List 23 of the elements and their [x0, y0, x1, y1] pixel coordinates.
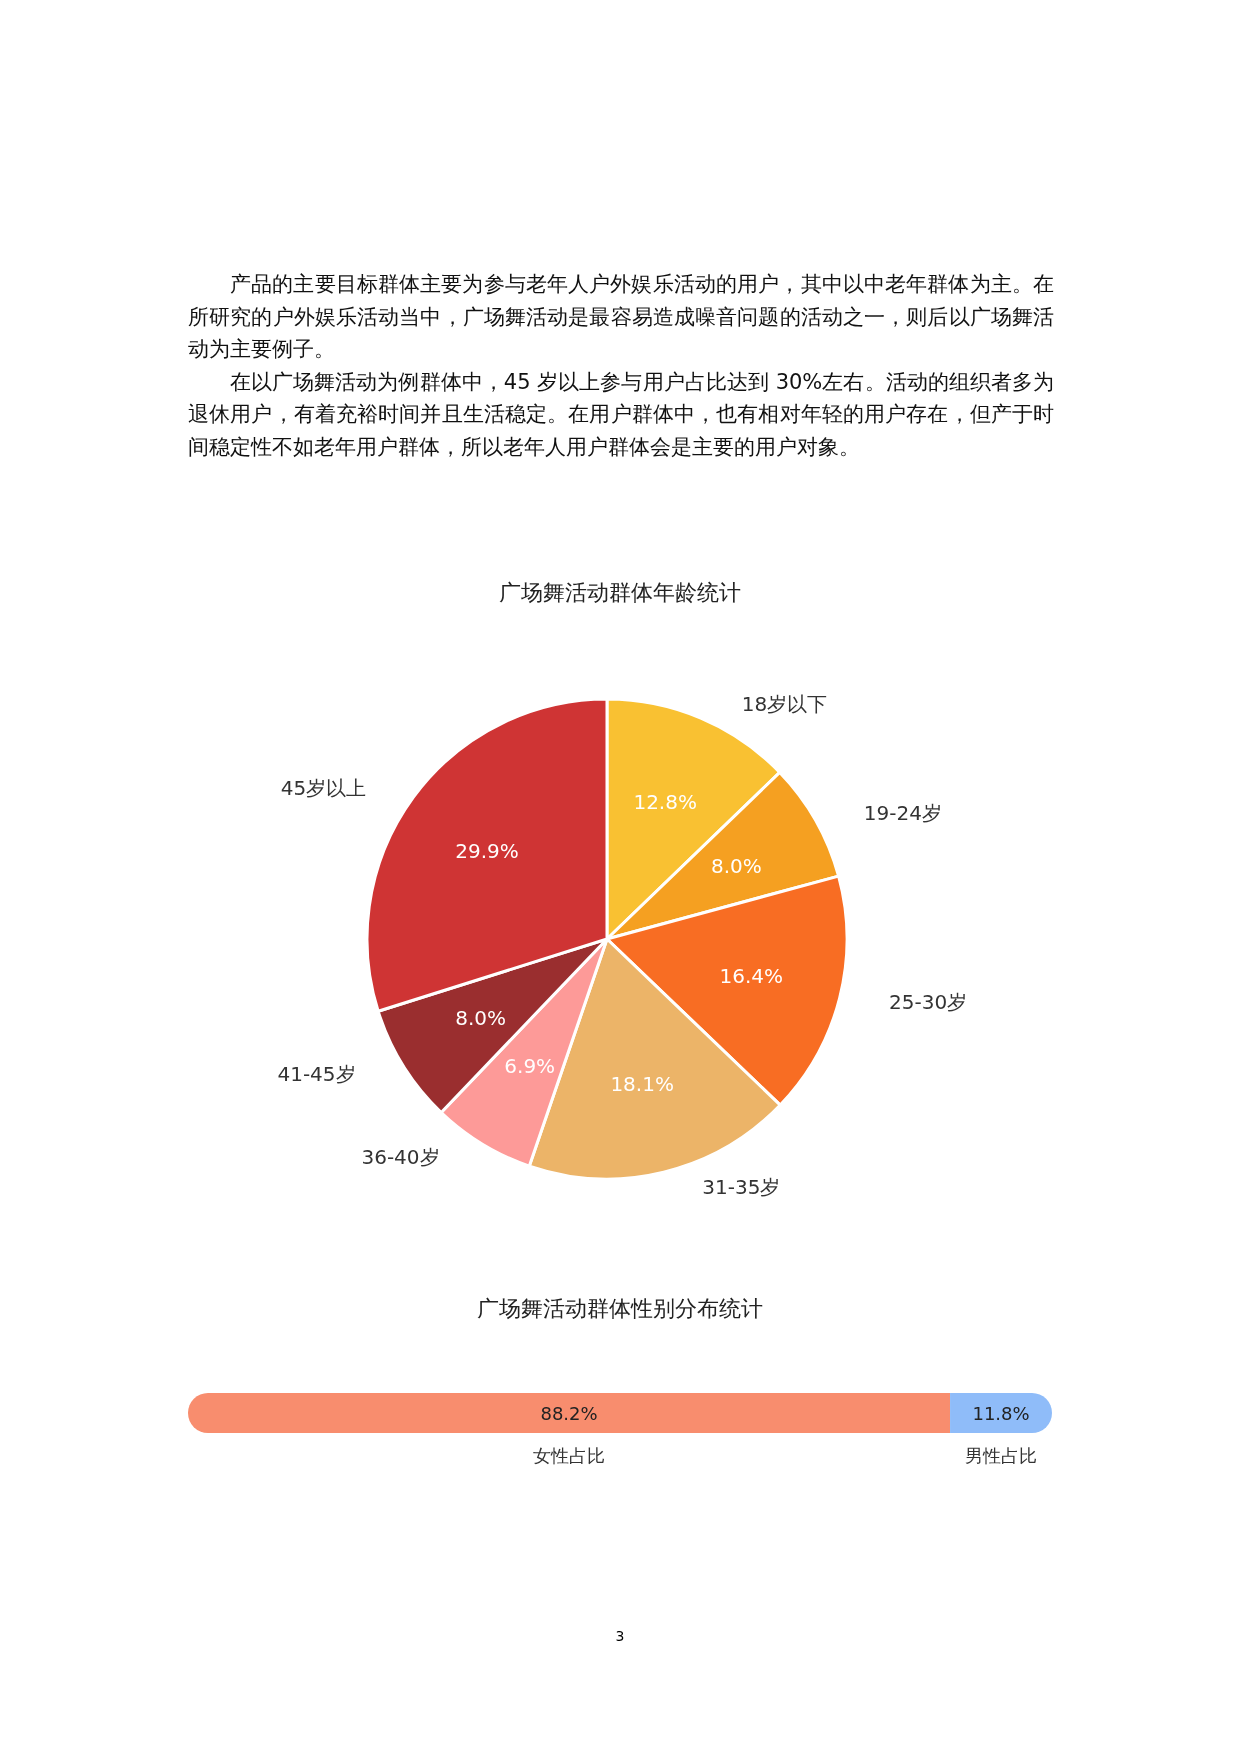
data-label: 29.9%: [455, 839, 519, 864]
series-label: 男性占比: [965, 1444, 1038, 1466]
data-label: 6.9%: [504, 1054, 556, 1079]
chart-title: 广场舞活动群体年龄统计: [499, 579, 741, 605]
slice-label: 25-30岁: [889, 989, 968, 1014]
data-label: 88.2%: [540, 1402, 598, 1424]
slice-label: 31-35岁: [702, 1174, 781, 1199]
text: 在以广场舞活动为例群体中，45 岁以上参与用户占比达到 30%左右。活动的组织者多为退休用户，有着充裕时间并且生活稳定。在用户群体中，也有相对年轻的用户存在，但产于时间稳定性不如老年用户群体，所以老年人用户群体会是主要的用户对象。: [188, 368, 1054, 461]
data-label: 18.1%: [610, 1071, 674, 1096]
data-label: 16.4%: [719, 963, 783, 988]
slice-label: 45岁以上: [280, 776, 367, 801]
data-label: 12.8%: [633, 790, 697, 815]
text: 产品的主要目标群体主要为参与老年人户外娱乐活动的用户，其中以中老年群体为主。在所研究的户外娱乐活动当中，广场舞活动是最容易造成噪音问题的活动之一，则后以广场舞活动为主要例子。: [188, 271, 1054, 363]
data-label: 8.0%: [711, 853, 762, 878]
slice-label: 19-24岁: [863, 801, 942, 826]
text: 3: [614, 1628, 626, 1644]
series-label: 女性占比: [533, 1444, 606, 1466]
slice-label: 41-45岁: [277, 1061, 356, 1086]
slice-label: 36-40岁: [361, 1144, 440, 1169]
chart-title: 广场舞活动群体性别分布统计: [477, 1295, 763, 1321]
data-label: 8.0%: [455, 1005, 507, 1030]
data-label: 11.8%: [972, 1402, 1030, 1424]
slice-label: 18岁以下: [741, 692, 828, 717]
